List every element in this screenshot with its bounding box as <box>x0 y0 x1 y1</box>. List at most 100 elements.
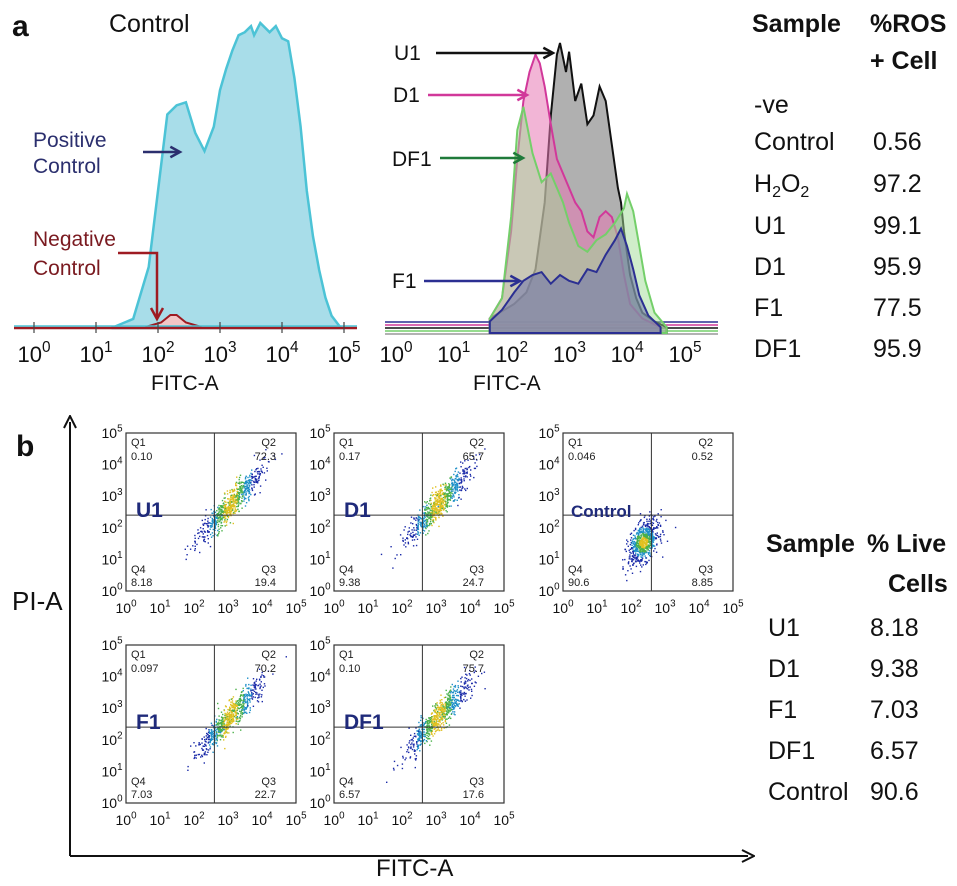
scatter-dot <box>194 540 196 542</box>
scatter-dot <box>257 684 260 686</box>
scatter-dot <box>457 680 459 682</box>
scatter-dot <box>248 692 250 694</box>
scatter-dot <box>262 686 264 689</box>
scatter-dot <box>252 696 254 698</box>
scatter-dot <box>457 475 459 478</box>
scatter-dot <box>207 517 209 520</box>
scatter-dot <box>242 491 244 493</box>
scatter-frame <box>125 432 297 592</box>
scatter-dot <box>442 713 445 715</box>
scatter-dot <box>412 535 414 537</box>
scatter-dot <box>232 507 234 509</box>
scatter-dot <box>434 706 437 709</box>
scatter-dot <box>250 688 252 690</box>
scatter-dot <box>437 710 439 713</box>
scatter-dot <box>393 769 395 771</box>
scatter-dot <box>427 722 429 724</box>
scatter-dot <box>655 527 657 529</box>
scatter-dot <box>232 496 234 498</box>
scatter-dot <box>430 731 432 734</box>
scatter-dot <box>243 697 246 699</box>
scatter-dot <box>651 533 654 536</box>
scatter-dot <box>253 484 255 486</box>
scatter-dot <box>448 716 451 718</box>
scatter-dot <box>261 464 263 466</box>
scatter-dot <box>631 560 633 562</box>
scatter-dot <box>430 717 432 719</box>
scatter-dot <box>218 531 220 533</box>
scatter-dot <box>459 693 462 696</box>
scatter-dot <box>454 491 456 493</box>
scatter-dot <box>420 715 422 717</box>
scatter-dot <box>216 510 218 512</box>
scatter-dot <box>231 700 234 702</box>
scatter-dot <box>253 690 256 693</box>
scatter-dot <box>228 723 230 725</box>
scatter-dot <box>430 713 433 715</box>
scatter-dot <box>230 709 232 712</box>
scatter-dot <box>242 687 244 690</box>
scatter-dot <box>250 695 252 697</box>
scatter-dot <box>236 488 238 490</box>
scatter-x-tick-label: 105 <box>493 599 515 616</box>
scatter-dot <box>254 685 256 687</box>
scatter-dot <box>228 504 230 506</box>
scatter-dot <box>220 736 223 738</box>
scatter-dot <box>242 707 244 710</box>
scatter-dot <box>203 536 205 538</box>
scatter-dot <box>424 742 426 745</box>
scatter-dot <box>432 519 435 521</box>
scatter-dot <box>221 717 224 719</box>
scatter-dot <box>656 521 659 524</box>
scatter-dot <box>422 722 424 724</box>
scatter-dot <box>465 673 467 675</box>
scatter-dot <box>241 490 243 492</box>
scatter-dot <box>441 706 443 708</box>
scatter-dot <box>629 551 631 553</box>
scatter-dot <box>229 510 231 512</box>
scatter-dot <box>634 560 637 562</box>
scatter-dot <box>451 495 454 497</box>
scatter-dot <box>214 527 216 529</box>
scatter-dot <box>442 501 444 503</box>
scatter-dot <box>224 719 226 722</box>
scatter-dot <box>461 481 463 483</box>
scatter-dot <box>263 457 265 459</box>
scatter-dot <box>233 494 236 496</box>
scatter-dot <box>225 524 228 526</box>
scatter-dot <box>425 522 428 524</box>
scatter-dot <box>424 735 426 737</box>
scatter-dot <box>430 506 432 508</box>
scatter-dot <box>230 513 232 516</box>
scatter-dot <box>232 512 234 515</box>
scatter-dot <box>643 535 645 537</box>
scatter-dot <box>640 553 642 555</box>
scatter-y-tick-label: 102 <box>101 519 122 536</box>
scatter-dot <box>438 709 440 711</box>
scatter-dot <box>220 728 222 731</box>
scatter-dot <box>432 724 435 727</box>
scatter-dot <box>445 503 447 505</box>
scatter-dot <box>648 545 651 548</box>
scatter-dot <box>220 521 222 524</box>
ros-row-df1-value: 95.9 <box>873 335 922 363</box>
scatter-dot <box>203 736 205 738</box>
scatter-dot <box>437 508 439 511</box>
scatter-dot <box>231 501 233 503</box>
quadrant-q4-label: Q4 <box>131 776 146 788</box>
scatter-dot <box>218 723 221 725</box>
scatter-dot <box>423 731 425 733</box>
scatter-dot <box>422 739 424 742</box>
scatter-dot <box>253 480 255 483</box>
scatter-dot <box>445 689 447 692</box>
scatter-dot <box>233 709 235 711</box>
scatter-dot <box>454 492 456 495</box>
scatter-dot <box>233 502 235 505</box>
live-row-df1-value: 6.57 <box>870 737 919 765</box>
scatter-dot <box>427 721 429 723</box>
scatter-dot <box>210 733 212 735</box>
scatter-dot <box>457 685 459 687</box>
quadrant-q3-label: Q3 <box>469 776 484 788</box>
scatter-dot <box>445 705 448 707</box>
scatter-dot <box>432 516 434 518</box>
